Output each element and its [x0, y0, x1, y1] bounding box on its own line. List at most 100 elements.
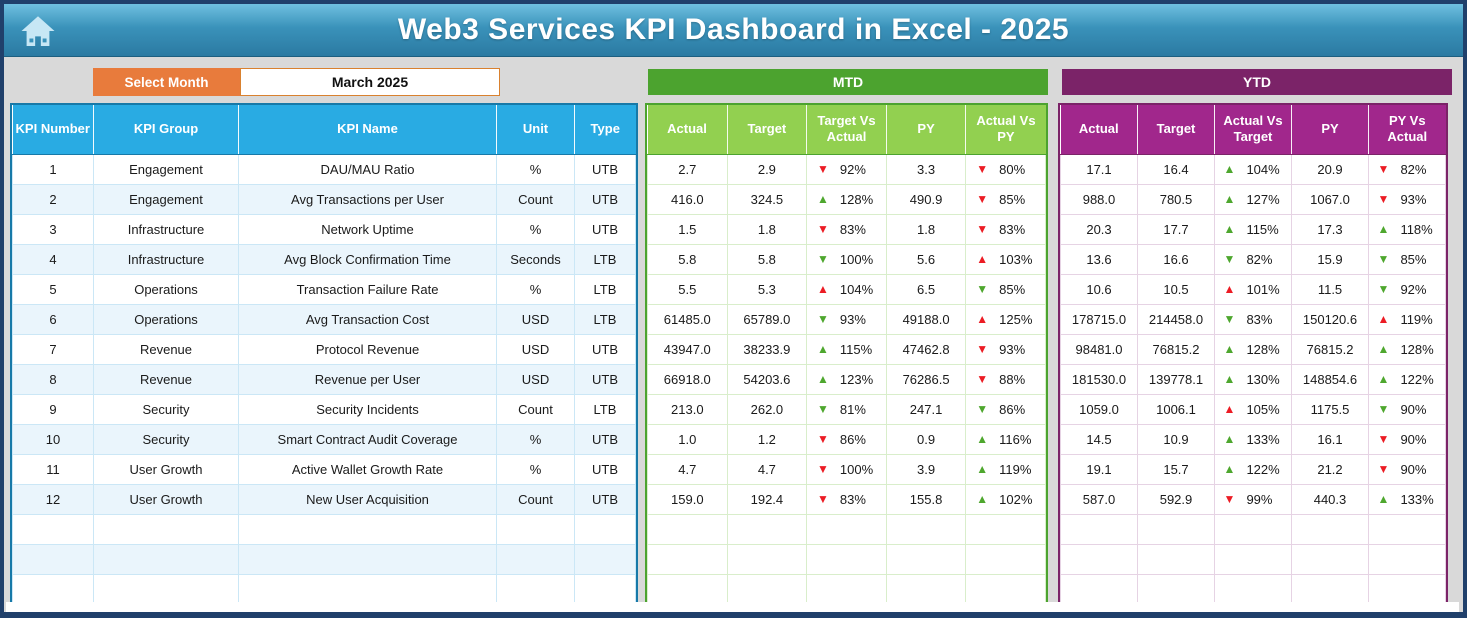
mtd-actual-cell: 66918.0	[647, 363, 728, 395]
actual-vs-py-header: Actual Vs PY	[965, 105, 1046, 155]
unit-cell: Seconds	[496, 243, 575, 275]
ytd-actual-vs-target-cell: ▲ 104%	[1214, 153, 1292, 185]
mtd-actual-vs-py-cell: ▼ 86%	[965, 393, 1046, 425]
mtd-target-vs-actual-cell: ▼ 83%	[806, 483, 887, 515]
mtd-target-vs-actual-cell: ▲ 115%	[806, 333, 887, 365]
empty-row	[12, 573, 636, 602]
mtd-actual-vs-py-cell: ▲ 103%	[965, 243, 1046, 275]
down-arrow-icon: ▼	[1377, 282, 1390, 296]
ytd-actual-vs-target-cell: ▲ 105%	[1214, 393, 1292, 425]
table-row: 7 Revenue Protocol Revenue USD UTB	[12, 333, 636, 365]
ytd-section-banner: YTD	[1062, 69, 1452, 95]
kpi-number-cell: 10	[12, 423, 94, 455]
kpi-name-header: KPI Name	[238, 105, 497, 155]
up-arrow-icon: ▲	[1223, 192, 1236, 206]
type-header: Type	[574, 105, 636, 155]
mtd-actual-cell: 43947.0	[647, 333, 728, 365]
percent-value: 116%	[999, 431, 1032, 447]
mtd-target-vs-actual-cell: ▼ 93%	[806, 303, 887, 335]
target-header: Target	[1137, 105, 1215, 155]
home-icon[interactable]	[20, 13, 56, 49]
actual-header: Actual	[1060, 105, 1138, 155]
type-cell: LTB	[574, 303, 636, 335]
mtd-target-cell: 4.7	[726, 453, 808, 485]
mtd-actual-vs-py-cell: ▲ 119%	[965, 453, 1046, 485]
kpi-group-cell: User Growth	[93, 453, 239, 485]
mtd-py-cell: 1.8	[885, 213, 967, 245]
percent-value: 125%	[999, 311, 1033, 327]
py-header: PY	[1291, 105, 1369, 155]
mtd-py-cell: 3.9	[885, 453, 967, 485]
percent-value: 119%	[1400, 311, 1433, 327]
empty-cell	[1137, 513, 1215, 545]
mtd-py-cell: 247.1	[885, 393, 967, 425]
ytd-actual-vs-target-cell: ▲ 127%	[1214, 183, 1292, 215]
ytd-py-vs-actual-cell: ▼ 93%	[1368, 183, 1446, 215]
up-arrow-icon: ▲	[1377, 492, 1390, 506]
down-arrow-icon: ▼	[817, 402, 829, 416]
mtd-target-cell: 1.2	[726, 423, 808, 455]
mtd-target-vs-actual-cell: ▼ 83%	[806, 213, 887, 245]
up-arrow-icon: ▲	[817, 192, 829, 206]
ytd-target-cell: 1006.1	[1137, 393, 1215, 425]
unit-cell: %	[496, 273, 575, 305]
down-arrow-icon: ▼	[817, 492, 829, 506]
kpi-group-cell: Security	[93, 393, 239, 425]
mtd-actual-cell: 1.0	[647, 423, 728, 455]
kpi-group-cell: Security	[93, 423, 239, 455]
sheet-bottom-strip	[6, 602, 1459, 612]
table-row: 20.3 17.7 ▲ 115% 17.3 ▲ 118%	[1060, 213, 1446, 245]
empty-cell	[238, 573, 497, 602]
unit-cell: Count	[496, 393, 575, 425]
percent-value: 100%	[839, 461, 874, 477]
kpi-number-cell: 12	[12, 483, 94, 515]
mtd-target-vs-actual-cell: ▼ 81%	[806, 393, 887, 425]
ytd-py-cell: 17.3	[1291, 213, 1369, 245]
month-select-value[interactable]: March 2025	[240, 68, 500, 96]
table-row: 587.0 592.9 ▼ 99% 440.3 ▲ 133%	[1060, 483, 1446, 515]
empty-cell	[885, 573, 967, 602]
table-row: 5.5 5.3 ▲ 104% 6.5 ▼ 85%	[647, 273, 1046, 305]
mtd-target-cell: 5.3	[726, 273, 808, 305]
table-row: 159.0 192.4 ▼ 83% 155.8 ▲ 102%	[647, 483, 1046, 515]
kpi-name-cell: Active Wallet Growth Rate	[238, 453, 497, 485]
ytd-py-cell: 148854.6	[1291, 363, 1369, 395]
kpi-name-cell: DAU/MAU Ratio	[238, 153, 497, 185]
empty-cell	[1060, 543, 1138, 575]
ytd-actual-cell: 178715.0	[1060, 303, 1138, 335]
kpi-info-header-row: KPI Number KPI Group KPI Name Unit Type	[12, 105, 636, 155]
actual-vs-target-header: Actual Vs Target	[1214, 105, 1292, 155]
ytd-py-cell: 15.9	[1291, 243, 1369, 275]
percent-value: 90%	[1400, 401, 1427, 417]
kpi-number-cell: 8	[12, 363, 94, 395]
table-row: 13.6 16.6 ▼ 82% 15.9 ▼ 85%	[1060, 243, 1446, 275]
mtd-target-vs-actual-cell: ▼ 100%	[806, 243, 887, 275]
mtd-actual-vs-py-cell: ▲ 102%	[965, 483, 1046, 515]
kpi-name-cell: Security Incidents	[238, 393, 497, 425]
kpi-name-cell: Avg Block Confirmation Time	[238, 243, 497, 275]
mtd-actual-cell: 61485.0	[647, 303, 728, 335]
table-row: 5 Operations Transaction Failure Rate% LTB	[12, 273, 636, 305]
table-row: 178715.0 214458.0 ▼ 83% 150120.6 ▲ 119%	[1060, 303, 1446, 335]
down-arrow-icon: ▼	[976, 162, 989, 176]
empty-cell	[496, 513, 575, 545]
empty-cell	[238, 513, 497, 545]
table-row: 3 Infrastructure Network Uptime% UTB	[12, 213, 636, 245]
empty-cell	[93, 543, 239, 575]
empty-cell	[93, 573, 239, 602]
up-arrow-icon: ▲	[1223, 432, 1236, 446]
kpi-group-cell: Infrastructure	[93, 243, 239, 275]
mtd-actual-cell: 416.0	[647, 183, 728, 215]
ytd-target-cell: 214458.0	[1137, 303, 1215, 335]
percent-value: 85%	[1400, 251, 1427, 267]
down-arrow-icon: ▼	[976, 342, 989, 356]
down-arrow-icon: ▼	[817, 432, 829, 446]
kpi-group-cell: Revenue	[93, 363, 239, 395]
empty-cell	[885, 543, 967, 575]
percent-value: 86%	[839, 431, 866, 447]
ytd-py-vs-actual-cell: ▼ 82%	[1368, 153, 1446, 185]
select-month-button[interactable]: Select Month	[93, 68, 240, 96]
table-row: 4.7 4.7 ▼ 100% 3.9 ▲ 119%	[647, 453, 1046, 485]
empty-cell	[726, 543, 808, 575]
ytd-actual-vs-target-cell: ▲ 128%	[1214, 333, 1292, 365]
